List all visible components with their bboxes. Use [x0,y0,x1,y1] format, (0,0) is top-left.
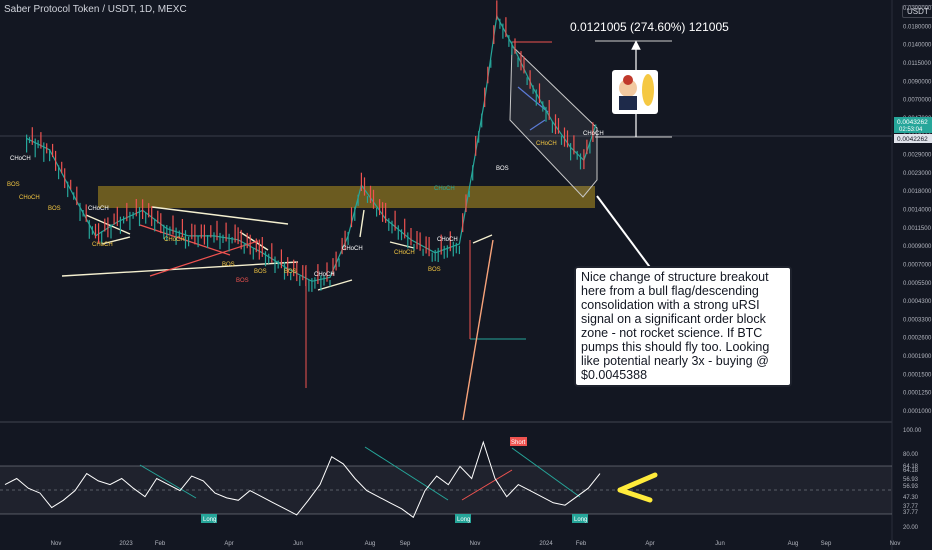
rsi-line[interactable] [4,440,601,519]
choch-label: CHoCH [88,206,109,212]
price-tick: 0.0180000 [903,24,932,30]
choch-label: CHoCH [394,250,415,256]
rsi-tick: 56.93 [903,484,919,490]
time-tick: Sep [821,541,832,547]
rsi-tick: 37.77 [903,510,919,516]
price-tick: 0.0001900 [903,354,932,360]
trend-lines[interactable] [61,206,493,291]
time-tick: Nov [51,541,62,547]
callout-pointer [596,195,653,271]
price-tick: 0.0014000 [903,208,932,214]
time-axis[interactable]: Nov 2023 Feb Apr Jun Aug Sep Nov 2024 Feb Apr Jun Au… [51,541,901,547]
price-tick: 0.0001500 [903,372,932,378]
breakout-line [462,239,494,421]
choch-label: CHoCH [314,272,335,278]
time-tick: Nov [470,541,481,547]
price-tick: 0.0009000 [903,244,932,250]
price-tick: 0.0002600 [903,336,932,342]
bos-label: BOS [236,278,249,284]
bar-countdown: 02:53:04 [899,127,923,133]
order-block-zone[interactable] [98,186,595,208]
symbol-title: Saber Protocol Token / USDT, 1D, MEXC [4,4,187,15]
ref-price-value: 0.0042262 [897,136,928,143]
bos-label: BOS [48,206,61,212]
price-tick: 0.0023000 [903,171,932,177]
time-tick: Jun [715,541,725,547]
yellow-arrow-icon [617,472,658,503]
rocket-mascot-icon [612,70,658,114]
price-tick: 0.0003300 [903,317,932,323]
time-tick: Feb [576,541,587,547]
bos-label: BOS [428,267,441,273]
time-tick: 2023 [119,541,133,547]
time-tick: Nov [890,541,901,547]
ref-price-badge [894,134,932,143]
last-price-badge [894,117,932,133]
time-tick: Aug [365,541,376,547]
price-tick: 0.0029000 [903,153,932,159]
time-tick: Feb [155,541,166,547]
choch-label: CHoCH [164,237,185,243]
rsi-tick: 37.77 [903,504,919,510]
long-signal-label: Long [457,517,470,523]
price-tick: 0.0090000 [903,79,932,85]
callout-note[interactable]: Nice change of structure breakout here f… [574,266,792,387]
time-tick: Jun [293,541,303,547]
rsi-divergence-lines [139,446,581,501]
choch-label: CHoCH [342,246,363,252]
choch-label: CHoCH [19,195,40,201]
price-tick: 0.0001250 [903,391,932,397]
time-tick: Apr [224,541,233,547]
price-tick: 0.0005500 [903,281,932,287]
price-tick: 0.0001000 [903,409,932,415]
time-tick: Sep [400,541,411,547]
bos-label: BOS [254,269,267,275]
short-signal-label: Short [511,440,526,446]
price-tick: 0.0070000 [903,98,932,104]
long-signal-label: Long [574,517,587,523]
choch-label: CHoCH [583,131,604,137]
rsi-tick: 56.93 [903,477,919,483]
time-tick: Apr [645,541,654,547]
rsi-tick: 64.18 [903,468,919,474]
price-tick: 0.0018000 [903,189,932,195]
long-signal-label: Long [203,517,216,523]
bos-label: BOS [496,166,509,172]
rsi-tick: 47.30 [903,495,919,501]
structure-labels: CHoCH CHoCH CHoCH CHoCH CHoCH CHoCH BOS [10,131,604,278]
price-tick: 0.0115000 [903,61,932,67]
price-tick: 0.0004300 [903,299,932,305]
price-tick: 0.0011500 [903,226,932,232]
flag-channel[interactable] [509,44,598,198]
candle-group[interactable] [26,0,594,292]
choch-label: CHoCH [536,141,557,147]
order-block-label: CHoCH [434,186,455,192]
structure-labels-yellow: BOS CHoCH BOS CHoCH CHoCH BOS BOS BOS CH… [7,141,557,275]
rsi-tick: 100.00 [903,428,922,434]
rsi-tick: 80.00 [903,452,919,458]
rsi-tick: 64.18 [903,464,919,470]
last-price-value: 0.0043262 [897,119,928,126]
choch-label: CHoCH [437,237,458,243]
price-tick: 0.0200000 [903,6,932,12]
rsi-tick: 20.00 [903,525,919,531]
choch-label: CHoCH [10,156,31,162]
time-tick: 2024 [539,541,553,547]
currency-button[interactable]: USDT [902,5,932,18]
price-tick: 0.0140000 [903,43,932,49]
rsi-signal-badges: Long Long Long Short [201,437,588,523]
price-axis[interactable]: 0.0200000 0.0180000 0.0140000 0.0115000 0.00… [903,6,932,415]
bos-label: BOS [222,262,235,268]
bos-label: BOS [284,269,297,275]
price-tick: 0.0007000 [903,262,932,268]
measure-label: 0.0121005 (274.60%) 121005 [570,20,729,34]
bos-label: BOS [7,182,20,188]
choch-label: CHoCH [92,242,113,248]
time-tick: Aug [788,541,799,547]
